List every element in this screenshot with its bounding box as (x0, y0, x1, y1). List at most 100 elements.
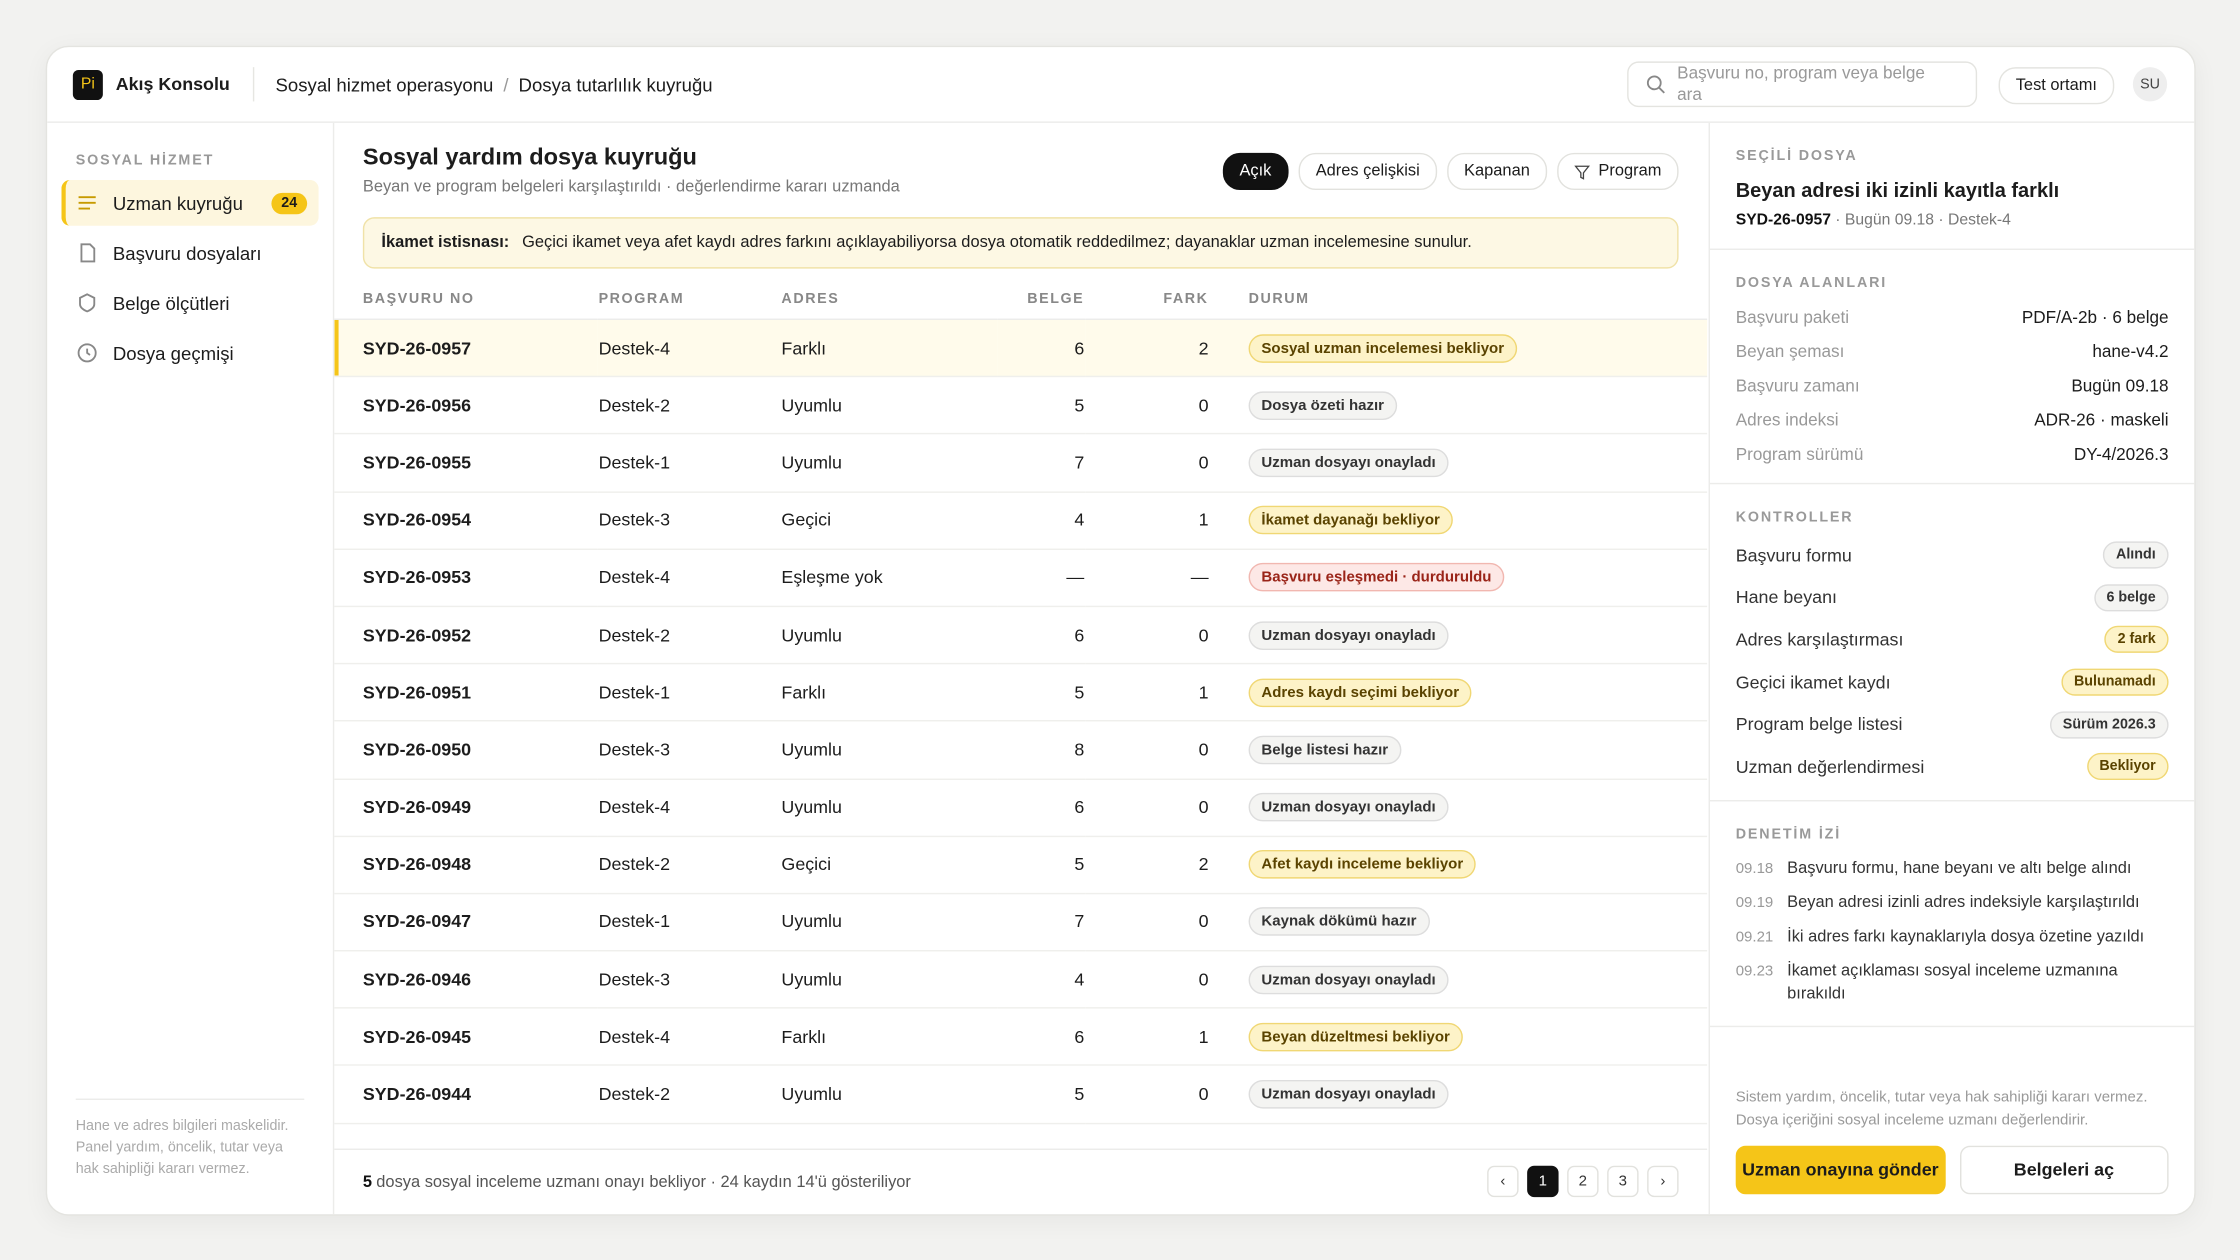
control-label: Uzman değerlendirmesi (1735, 756, 1925, 777)
cell: Destek-2 (597, 606, 780, 665)
table-row[interactable]: SYD-26-0951 Destek-1 Farklı 5 1 Adres kaydı s… (334, 663, 1708, 722)
page-button[interactable]: 3 (1607, 1165, 1639, 1198)
section-label: SOSYAL HİZMET (75, 152, 215, 169)
table-row[interactable]: SYD-26-0949 Destek-4 Uyumlu 6 0 Uzman dosyayı… (334, 778, 1708, 837)
filter-label: Kapanan (1464, 162, 1530, 180)
nav-label: Uzman kuyruğu (112, 192, 243, 214)
table-row[interactable]: SYD-26-0952 Destek-2 Uyumlu 6 0 Uzman dosyayı… (334, 606, 1708, 665)
control-row: Geçici ikamet kaydı Bulunamadı (1736, 661, 2169, 703)
cell: Uzman dosyayı onayladı (1209, 434, 1708, 493)
control-status: Sürüm 2026.3 (2049, 710, 2169, 739)
cell: SYD-26-0945 (334, 1008, 598, 1067)
app-name: Akış Konsolu (115, 74, 230, 95)
table-row[interactable]: SYD-26-0945 Destek-4 Farklı 6 1 Beyan düzeltm… (334, 1008, 1708, 1067)
cell: 5 (997, 835, 1086, 895)
cell: Destek-3 (597, 950, 780, 1009)
footer-text: dosya sosyal inceleme uzmanı onayı bekli… (376, 1173, 911, 1191)
audit-row: 09.23 İkamet açıklaması sosyal inceleme u… (1736, 959, 2169, 1005)
table-row[interactable]: SYD-26-0946 Destek-3 Uyumlu 4 0 Uzman dosyayı… (334, 950, 1708, 1009)
status-pill: Uzman dosyayı onayladı (1248, 620, 1449, 650)
sidebar: SOSYAL HİZMET Uzman kuyruğu 24 Başvuru dos… (47, 122, 335, 1215)
table-row[interactable]: SYD-26-0957 Destek-4 Farklı 6 2 Sosyal uzman … (334, 319, 1708, 378)
cell: Dosya özeti hazır (1209, 376, 1708, 435)
cell: Destek-1 (597, 893, 780, 952)
table-row[interactable]: SYD-26-0948 Destek-2 Geçici 5 2 Afet kaydı in… (334, 835, 1708, 895)
column-header: ADRES (779, 279, 998, 320)
cell: Eşleşme yok (779, 548, 998, 608)
table-row[interactable]: SYD-26-0953 Destek-4 Eşleşme yok — — Başvuru … (334, 548, 1708, 608)
field-value: PDF/A-2b · 6 belge (2021, 307, 2169, 328)
cell: Uyumlu (779, 721, 998, 780)
detail-panel: SEÇİLİ DOSYA Beyan adresi iki izinli kay… (1708, 122, 2195, 1215)
control-label: Program belge listesi (1735, 714, 1903, 735)
control-label: Adres karşılaştırması (1735, 629, 1904, 650)
table-row[interactable]: SYD-26-0954 Destek-3 Geçici 4 1 İkamet dayana… (334, 491, 1708, 550)
table-row[interactable]: SYD-26-0947 Destek-1 Uyumlu 7 0 Kaynak dökümü… (334, 893, 1708, 952)
page-button[interactable]: 1 (1527, 1165, 1559, 1198)
footer-count: 5 (362, 1173, 373, 1191)
cell: 4 (997, 491, 1086, 550)
breadcrumb[interactable]: Sosyal hizmet operasyonu (275, 73, 494, 95)
audit-time: 09.21 (1735, 927, 1774, 946)
table-row[interactable]: SYD-26-0944 Destek-2 Uyumlu 5 0 Uzman dosyayı… (334, 1065, 1708, 1124)
status-pill: Uzman dosyayı onayladı (1248, 792, 1449, 822)
page-prev[interactable]: ‹ (1487, 1165, 1519, 1198)
cell: Uyumlu (779, 376, 998, 435)
avatar[interactable]: SU (2132, 67, 2168, 102)
nav-icon (80, 243, 96, 263)
section-label: DENETİM İZİ (1735, 826, 1842, 843)
field-row: Adres indeksi ADR-26 · maskeli (1736, 403, 2169, 437)
table-row[interactable]: SYD-26-0956 Destek-2 Uyumlu 5 0 Dosya özeti h… (334, 376, 1708, 435)
control-status: Alındı (2103, 541, 2169, 569)
page-button[interactable]: 2 (1567, 1165, 1599, 1198)
detail-note: Sistem yardım, öncelik, tutar veya hak s… (1735, 1088, 2148, 1129)
primary-button[interactable]: Uzman onayına gönder (1735, 1145, 1945, 1195)
filter-button[interactable]: Açık (1222, 152, 1289, 190)
filter-button[interactable]: Adres çelişkisi (1298, 152, 1437, 190)
control-status: Bulunamadı (2061, 668, 2169, 696)
nav-item[interactable]: Dosya geçmişi (61, 330, 318, 376)
cell: Destek-4 (597, 319, 780, 378)
cell: Farklı (779, 319, 998, 378)
control-label: Geçici ikamet kaydı (1735, 672, 1891, 693)
breadcrumb-separator: / (503, 73, 509, 95)
cell: Kaynak dökümü hazır (1209, 893, 1708, 952)
table-row[interactable]: SYD-26-0955 Destek-1 Uyumlu 7 0 Uzman dosyayı… (334, 434, 1708, 493)
nav-label: Başvuru dosyaları (112, 242, 262, 264)
cell: SYD-26-0946 (334, 950, 598, 1009)
cell: Destek-1 (597, 434, 780, 493)
cell: SYD-26-0952 (334, 606, 598, 665)
environment-button[interactable]: Test ortamı (1998, 67, 2115, 105)
status-pill: Kaynak dökümü hazır (1248, 907, 1430, 937)
cell: 7 (997, 434, 1086, 493)
filter-label: Program (1598, 162, 1662, 180)
nav-item[interactable]: Başvuru dosyaları (61, 230, 318, 276)
search-box[interactable]: Başvuru no, program veya belge ara (1627, 61, 1978, 108)
nav-item[interactable]: Uzman kuyruğu 24 (61, 179, 319, 226)
cell: 0 (1085, 434, 1210, 493)
audit-row: 09.21 İki adres farkı kaynaklarıyla dosya… (1736, 925, 2169, 948)
field-value: hane-v4.2 (2092, 341, 2169, 362)
cell: 1 (1085, 1008, 1210, 1067)
page-next[interactable]: › (1647, 1165, 1679, 1198)
control-status: 6 belge (2093, 584, 2169, 612)
app-window: Pi Akış Konsolu Sosyal hizmet operasyonu… (45, 45, 2196, 1216)
field-label: Beyan şeması (1735, 341, 1845, 362)
cell: Uyumlu (779, 893, 998, 952)
secondary-button[interactable]: Belgeleri aç (1959, 1145, 2169, 1195)
audit-time: 09.19 (1735, 893, 1774, 911)
breadcrumb-current: Dosya tutarlılık kuyruğu (518, 73, 713, 95)
cell: SYD-26-0944 (334, 1065, 598, 1124)
filter-button[interactable]: Kapanan (1446, 152, 1547, 190)
field-label: Başvuru zamanı (1735, 375, 1860, 396)
filter-button[interactable]: Program (1556, 152, 1679, 190)
table-row[interactable]: SYD-26-0950 Destek-3 Uyumlu 8 0 Belge listesi… (334, 721, 1708, 780)
audit-section: DENETİM İZİ 09.18 Başvuru formu, hane beya… (1709, 801, 2195, 1027)
cell: SYD-26-0947 (334, 893, 598, 952)
cell: 0 (1085, 950, 1210, 1009)
audit-time: 09.18 (1735, 859, 1774, 877)
cell: 0 (1085, 721, 1210, 780)
control-status: 2 fark (2104, 626, 2169, 654)
nav-item[interactable]: Belge ölçütleri (61, 280, 318, 326)
